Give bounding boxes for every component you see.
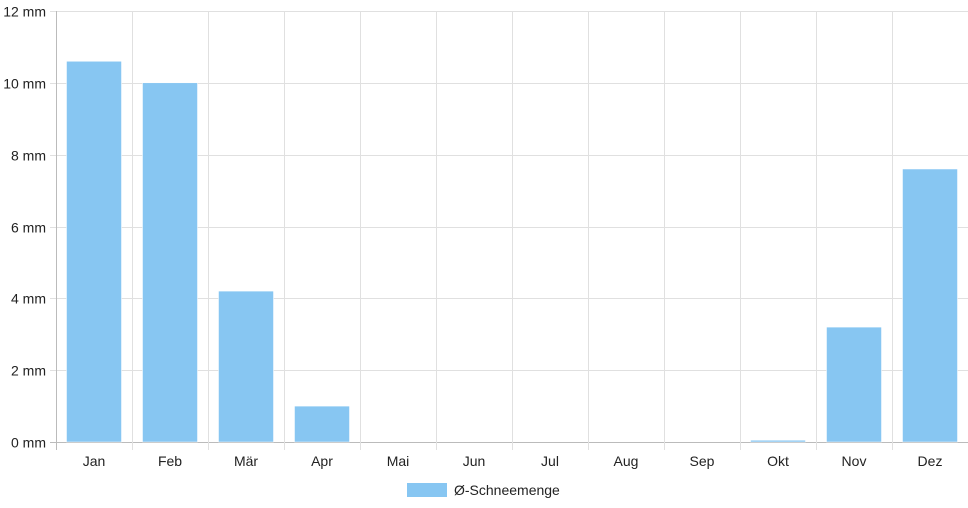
bar[interactable]	[750, 439, 806, 443]
legend-label[interactable]: Ø-Schneemenge	[454, 482, 560, 498]
y-tick-label: 2 mm	[11, 363, 46, 379]
y-tick-label: 12 mm	[3, 4, 46, 20]
y-tick-label: 4 mm	[11, 291, 46, 307]
x-tick-label: Dez	[918, 453, 943, 469]
bars	[66, 61, 958, 443]
legend[interactable]: Ø-Schneemenge	[407, 482, 560, 498]
x-tick-label: Jun	[463, 453, 486, 469]
x-tick-label: Apr	[311, 453, 333, 469]
bar[interactable]	[66, 61, 122, 443]
bar[interactable]	[218, 290, 274, 443]
y-axis: 0 mm 2 mm 4 mm 6 mm 8 mm 10 mm 12 mm	[3, 4, 46, 451]
grid-lines	[50, 11, 968, 450]
bar[interactable]	[142, 82, 198, 443]
x-tick-label: Aug	[614, 453, 639, 469]
x-tick-label: Nov	[842, 453, 867, 469]
y-tick-label: 8 mm	[11, 148, 46, 164]
x-axis: Jan Feb Mär Apr Mai Jun Jul Aug Sep Okt Nov Dez	[83, 453, 943, 469]
x-tick-label: Jan	[83, 453, 106, 469]
x-tick-label: Mär	[234, 453, 258, 469]
x-tick-label: Mai	[387, 453, 410, 469]
y-tick-label: 6 mm	[11, 220, 46, 236]
x-tick-label: Sep	[690, 453, 715, 469]
x-tick-label: Jul	[541, 453, 559, 469]
bar[interactable]	[826, 326, 882, 443]
bar[interactable]	[294, 405, 350, 443]
y-tick-label: 10 mm	[3, 76, 46, 92]
bar[interactable]	[902, 168, 958, 443]
x-tick-label: Okt	[767, 453, 789, 469]
legend-swatch[interactable]	[407, 483, 447, 497]
y-tick-label: 0 mm	[11, 435, 46, 451]
x-tick-label: Feb	[158, 453, 182, 469]
